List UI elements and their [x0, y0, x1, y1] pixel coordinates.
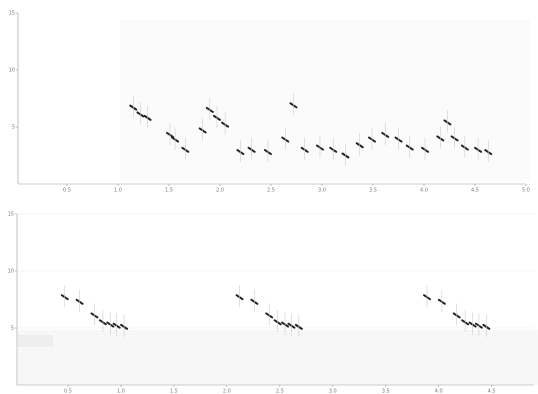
y-tick-label: 5 [12, 125, 15, 131]
y-tick-label: 15 [8, 212, 14, 218]
noise-patch [18, 335, 53, 347]
x-tick-label: 0.5 [63, 188, 71, 194]
x-tick-label: 3.0 [329, 389, 337, 394]
y-tick-label: 10 [9, 68, 15, 74]
x-tick-label: 2.5 [276, 389, 284, 394]
noise-background [18, 330, 538, 385]
noise-background [120, 20, 530, 180]
x-tick-label: 3.5 [369, 188, 377, 194]
x-tick-label: 1.0 [117, 389, 125, 394]
x-tick-label: 2.5 [267, 188, 275, 194]
x-tick-label: 2.0 [216, 188, 224, 194]
x-tick-label: 4.5 [488, 389, 496, 394]
x-tick-label: 4.5 [471, 188, 479, 194]
x-tick-label: 5.0 [522, 188, 530, 194]
x-tick-label: 4.0 [420, 188, 428, 194]
x-tick-label: 1.0 [114, 188, 122, 194]
y-tick-label: 10 [8, 269, 14, 275]
y-tick-label: 15 [9, 11, 15, 17]
x-tick-label: 1.5 [170, 389, 178, 394]
x-tick-label: 3.5 [382, 389, 390, 394]
x-tick-label: 0.5 [64, 389, 72, 394]
x-tick-label: 4.0 [435, 389, 443, 394]
x-tick-label: 3.0 [318, 188, 326, 194]
x-tick-label: 1.5 [165, 188, 173, 194]
x-tick-label: 2.0 [223, 389, 231, 394]
y-tick-label: 5 [11, 326, 14, 332]
